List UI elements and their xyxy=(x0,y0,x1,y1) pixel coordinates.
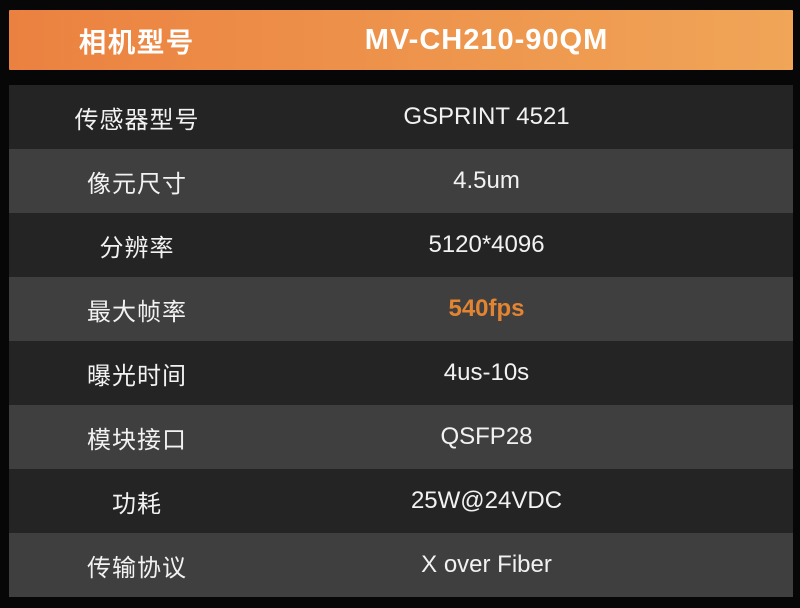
spec-row: 像元尺寸 4.5um xyxy=(9,149,793,213)
spec-row: 分辨率 5120*4096 xyxy=(9,213,793,277)
spec-value: 4us-10s xyxy=(443,359,530,386)
spec-label: 最大帧率 xyxy=(87,298,187,326)
spec-row: 传感器型号 GSPRINT 4521 xyxy=(9,85,793,149)
spec-label: 像元尺寸 xyxy=(87,170,187,198)
spec-row: 最大帧率 540fps xyxy=(9,277,793,341)
spec-label: 传感器型号 xyxy=(74,106,200,134)
spec-table-header: 相机型号 MV-CH210-90QM xyxy=(9,10,793,70)
spec-value: 4.5um xyxy=(453,167,520,194)
spec-value: 540fps xyxy=(448,295,525,322)
spec-value: X over Fiber xyxy=(421,551,552,578)
spec-value: QSFP28 xyxy=(440,423,533,450)
header-label: 相机型号 xyxy=(79,27,195,58)
camera-model-value: MV-CH210-90QM xyxy=(364,23,609,56)
spec-row: 功耗 25W@24VDC xyxy=(9,469,793,533)
spec-label: 曝光时间 xyxy=(87,362,187,390)
spec-label: 功耗 xyxy=(112,490,162,518)
spec-value: GSPRINT 4521 xyxy=(403,103,570,130)
spec-value: 5120*4096 xyxy=(428,231,545,258)
spec-label: 分辨率 xyxy=(99,234,175,262)
spec-row: 模块接口 QSFP28 xyxy=(9,405,793,469)
spec-label: 传输协议 xyxy=(87,554,187,582)
spec-row: 曝光时间 4us-10s xyxy=(9,341,793,405)
spec-rows: 传感器型号 GSPRINT 4521 像元尺寸 4.5um 分辨率 5120*4… xyxy=(9,85,793,597)
spec-row: 传输协议 X over Fiber xyxy=(9,533,793,597)
spec-label: 模块接口 xyxy=(87,426,187,454)
spec-value: 25W@24VDC xyxy=(410,487,563,514)
